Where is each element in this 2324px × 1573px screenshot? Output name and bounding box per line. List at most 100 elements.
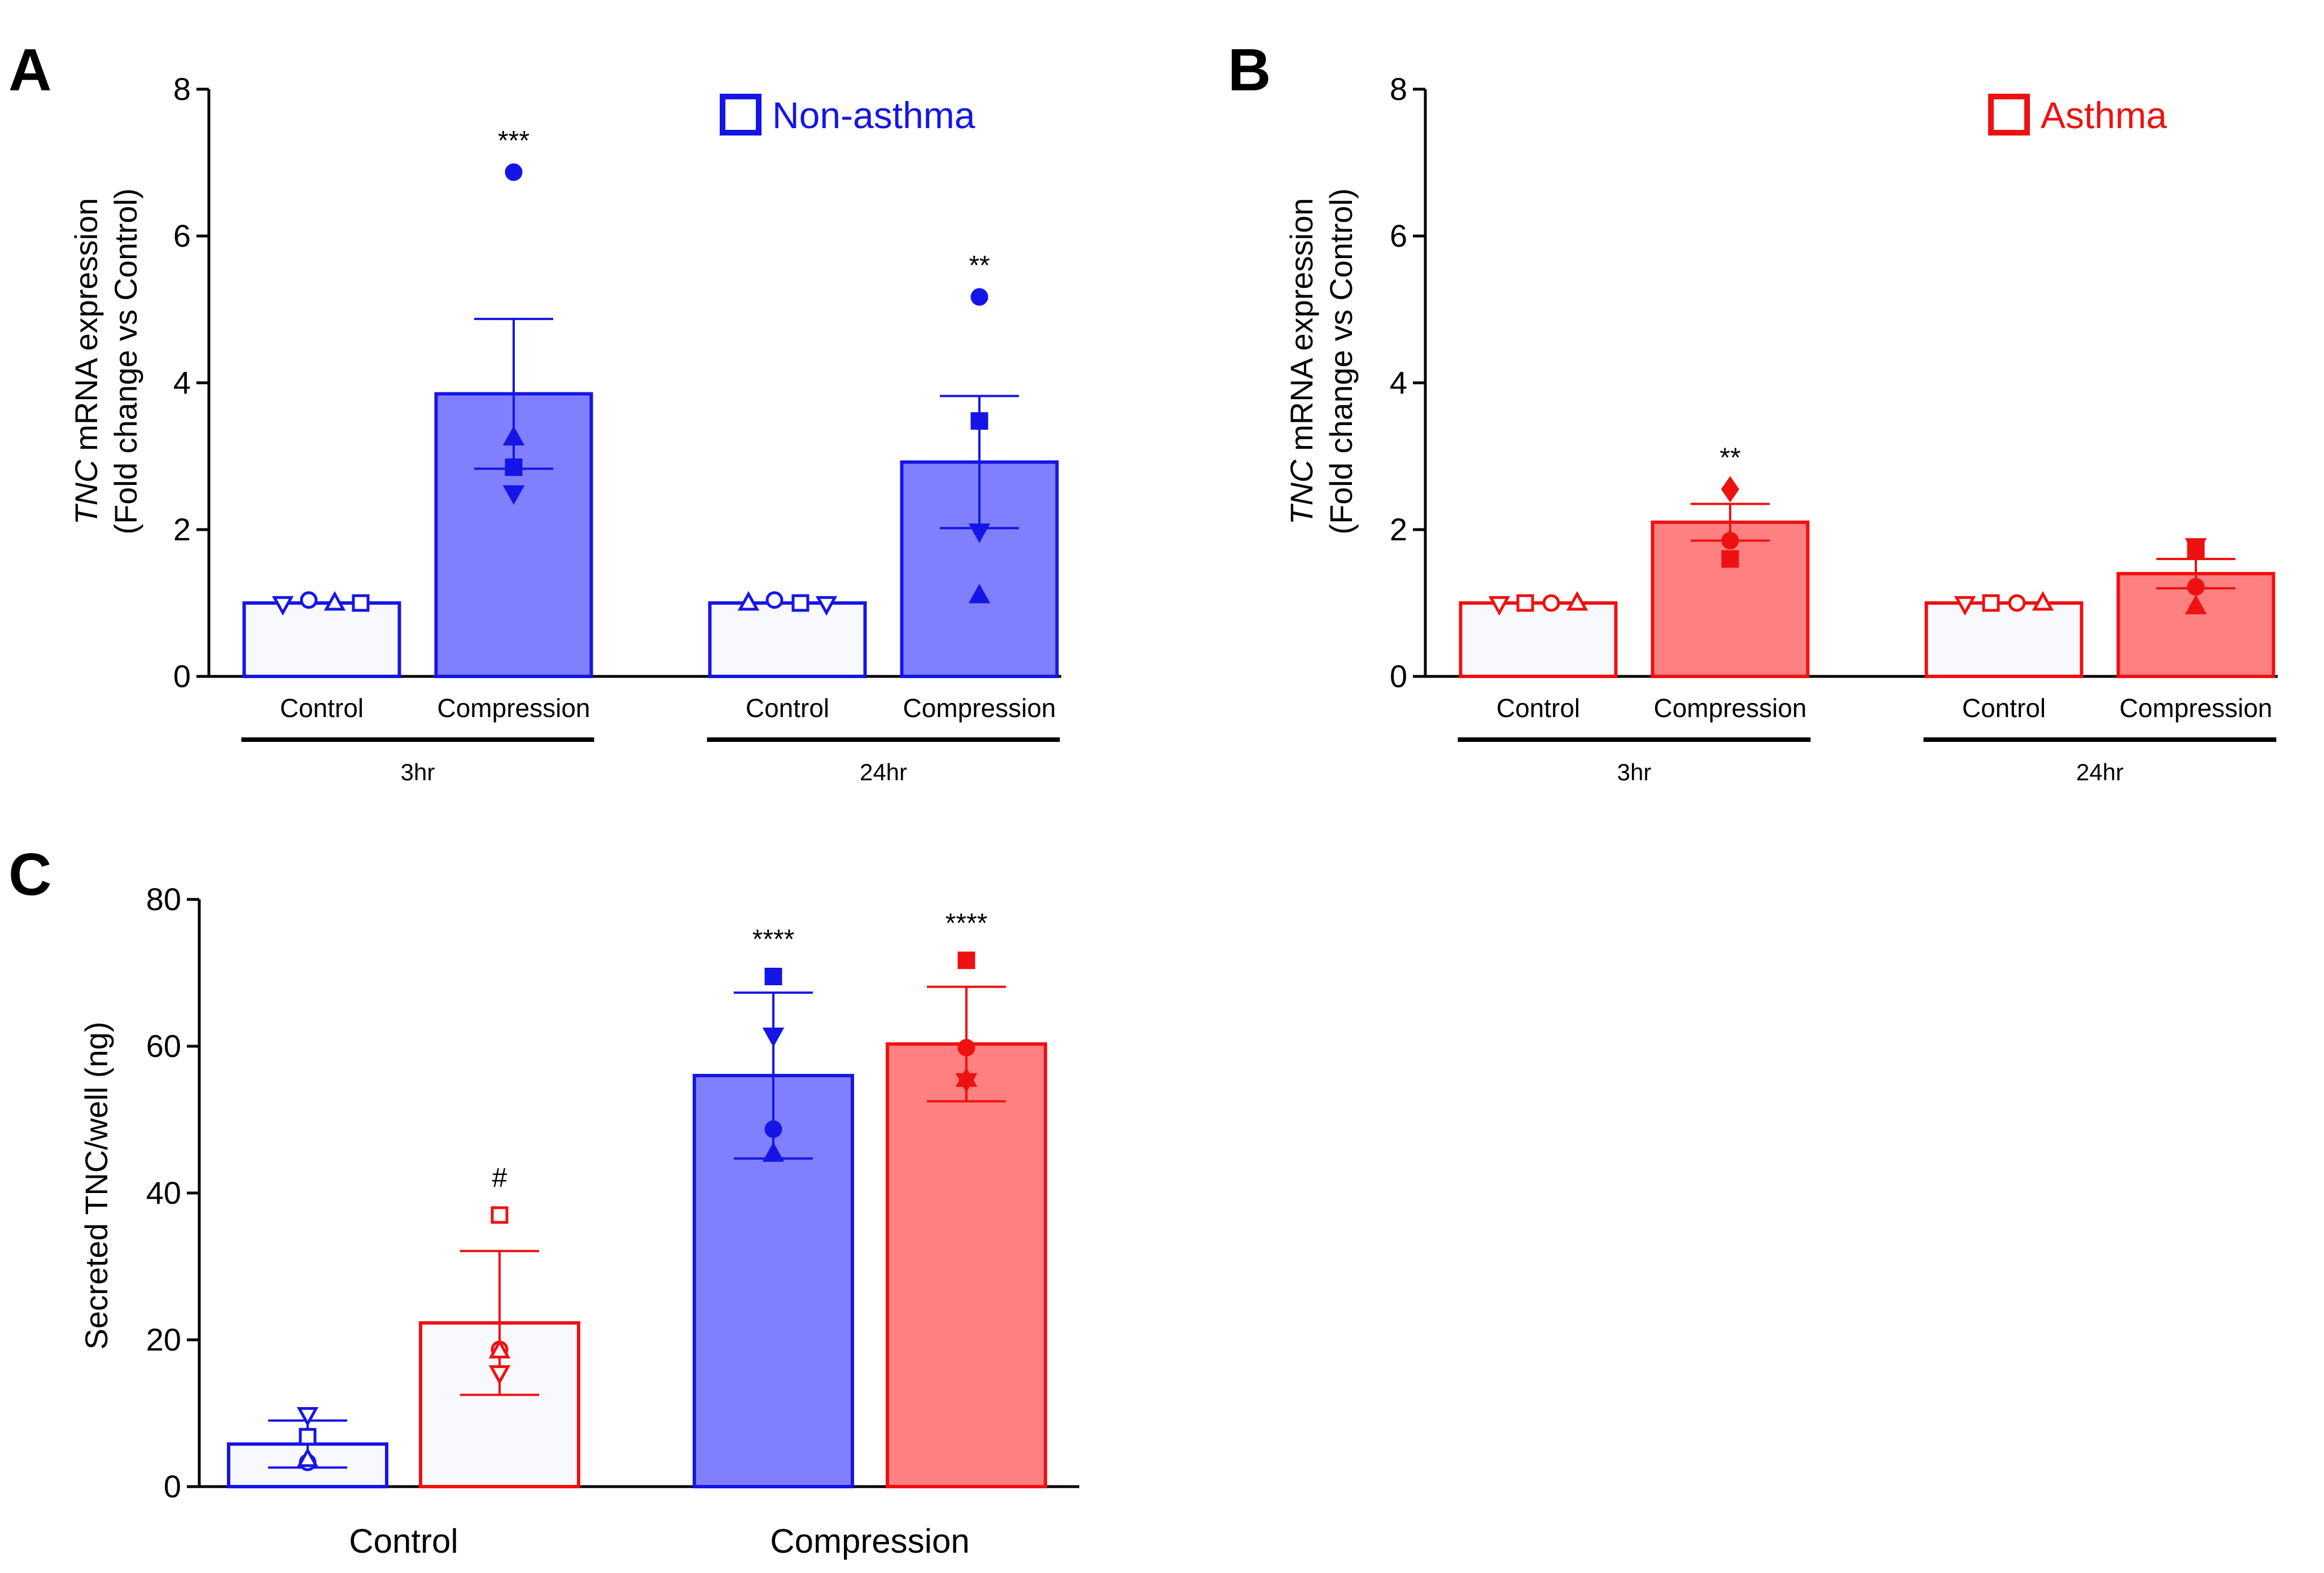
panel-a-point [970, 288, 988, 306]
panel-c-x-group-label: Control [349, 1522, 458, 1560]
panel-b-ylabel: TNC mRNA expression [1284, 198, 1319, 525]
panel-c-point [491, 1206, 509, 1224]
panel-a-ylabel: TNC mRNA expression [68, 198, 104, 525]
panel-a-point [815, 596, 838, 616]
panel-b-legend-swatch [1988, 94, 2030, 136]
panel-c-bar [886, 1042, 1047, 1488]
panel-a-point [352, 594, 370, 612]
panel-a-group-label: 3hr [401, 759, 435, 785]
panel-a-x-tick-label: Control [280, 693, 364, 723]
panel-b-point [2185, 538, 2207, 558]
panel-a-y-tick-label: 2 [173, 512, 191, 547]
panel-c-point [762, 1142, 785, 1162]
panel-b-legend-label: Asthma [2041, 94, 2167, 136]
panel-a-letter: A [8, 37, 52, 103]
panel-a-point [272, 596, 294, 616]
panel-b: B TNC mRNA expression (Fold change vs Co… [1228, 37, 2278, 785]
panel-c-y-tick-label: 60 [146, 1028, 181, 1064]
panel-b-bar [1924, 601, 2084, 678]
panel-b-point [1721, 476, 1740, 503]
panel-b-group-label: 3hr [1617, 759, 1652, 785]
panel-b-point [2185, 595, 2207, 614]
panel-a-bar [708, 601, 867, 678]
panel-a-x-tick-label: Control [746, 693, 829, 723]
panel-c-y-tick-label: 0 [164, 1469, 181, 1504]
panel-c: C Secreted TNC/well (ng) 0 20 40 60 80 # Contr… [8, 841, 1079, 1560]
panel-b-x-tick-label: Control [1962, 693, 2046, 723]
panel-c-point [488, 1365, 511, 1385]
panel-a-point [765, 591, 784, 609]
panel-c-point [764, 1120, 782, 1138]
panel-c-point [957, 951, 975, 969]
panel-b-y-tick-label: 4 [1390, 365, 1407, 400]
panel-b-y-tick-label: 8 [1390, 71, 1407, 107]
panel-a-y-tick-label: 0 [173, 658, 191, 694]
panel-c-point [764, 968, 782, 985]
panel-b-point [1721, 550, 1739, 568]
panel-b-group-label: 24hr [2076, 759, 2124, 785]
panel-b-point [1516, 594, 1534, 612]
panel-c-point [955, 1067, 978, 1087]
panel-a-point [300, 591, 318, 609]
panel-b-point [1721, 532, 1739, 549]
panel-b-point [1566, 591, 1588, 611]
panel-a-ylabel-line2: (Fold change vs Control) [108, 188, 143, 534]
panel-b-x-tick-label: Compression [2120, 693, 2273, 723]
panel-c-y-tick-label: 80 [146, 881, 181, 917]
panel-b-x-tick-label: Control [1496, 693, 1580, 723]
panel-a-x-tick-label: Compression [903, 693, 1056, 723]
panel-a-y-tick-label: 6 [173, 218, 191, 254]
panel-b-point [1982, 594, 2000, 612]
panel-c-y-tick-label: 20 [146, 1322, 181, 1357]
panel-c-significance: **** [752, 925, 795, 955]
panel-b-point [2187, 578, 2205, 596]
panel-b-point [1954, 596, 1976, 616]
panel-c-ylabel: Secreted TNC/well (ng) [78, 1022, 114, 1350]
panel-b-bar [1459, 601, 1618, 678]
panel-a-point [968, 523, 991, 543]
panel-a-point [968, 583, 991, 604]
panel-c-point [957, 1039, 975, 1057]
panel-b-legend: Asthma [1988, 94, 2167, 136]
panel-a-y-tick-label: 4 [173, 365, 191, 400]
panel-a-point [737, 591, 760, 611]
panel-c-point [299, 1428, 317, 1446]
panel-c-y-tick-label: 40 [146, 1175, 181, 1211]
panel-b-point [2032, 591, 2054, 611]
panel-b-significance: ** [1719, 443, 1740, 473]
panel-b-letter: B [1228, 37, 1271, 103]
panel-a-legend-swatch [720, 94, 761, 136]
panel-a-legend: Non-asthma [720, 94, 975, 136]
panel-a-significance: *** [498, 126, 529, 156]
panel-b-point [1542, 594, 1560, 612]
panel-a-y-tick-label: 8 [173, 71, 191, 107]
panel-c-significance: # [492, 1163, 507, 1193]
panel-b-ylabel-line2: (Fold change vs Control) [1323, 188, 1359, 534]
panel-a-legend-label: Non-asthma [772, 94, 975, 136]
panel-a-group-label: 24hr [860, 759, 907, 785]
panel-b-x-tick-label: Compression [1654, 693, 1807, 723]
panel-b-y-tick-label: 0 [1390, 658, 1407, 694]
panel-a-point [791, 594, 809, 612]
panel-c-point [296, 1407, 319, 1427]
panel-a: A TNC mRNA expression (Fold change vs Co… [8, 37, 1061, 785]
panel-b-y-tick-label: 6 [1390, 218, 1407, 254]
panel-b-y-tick-label: 2 [1390, 512, 1407, 547]
panel-a-point [323, 591, 346, 611]
panel-c-x-group-label: Compression [770, 1522, 969, 1560]
panel-a-point [502, 426, 525, 445]
panel-a-bar [242, 601, 401, 678]
panel-c-letter: C [8, 841, 52, 908]
panel-a-point [970, 412, 988, 430]
panel-a-significance: ** [969, 251, 990, 281]
panel-c-point [488, 1339, 511, 1358]
panel-a-point [505, 163, 523, 181]
panel-b-point [2008, 594, 2026, 612]
panel-a-x-tick-label: Compression [437, 693, 590, 723]
panel-b-point [1488, 596, 1511, 616]
panel-a-point [502, 485, 525, 505]
panel-c-significance: **** [946, 908, 988, 938]
panel-c-point [762, 1028, 785, 1047]
panel-a-point [505, 458, 523, 476]
